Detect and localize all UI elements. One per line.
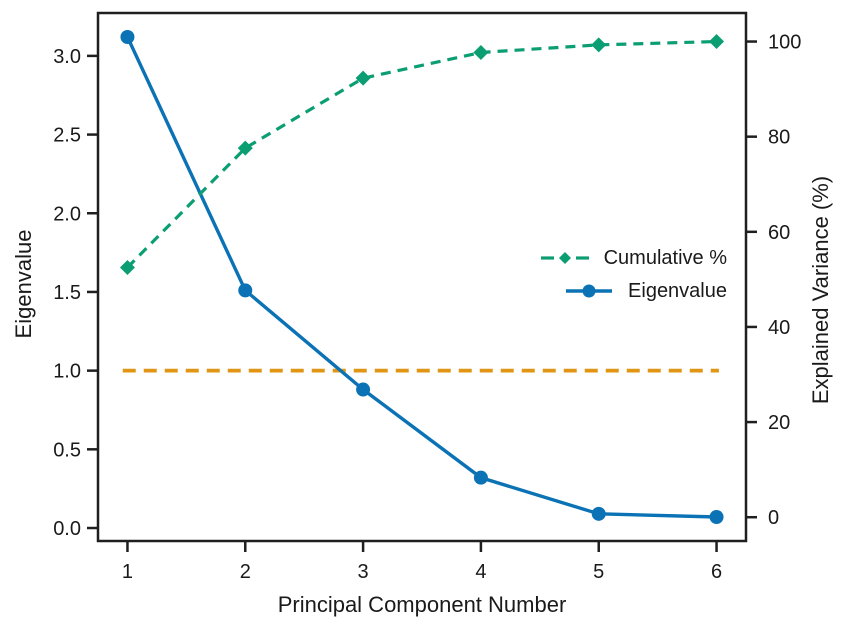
y-right-ticks: 0 20 40 60 80 100 (746, 32, 801, 529)
cumulative-line-sample-icon (540, 252, 589, 264)
x-axis-label: Principal Component Number (277, 592, 567, 617)
legend-label-cumulative: Cumulative % (603, 247, 727, 269)
svg-text:0: 0 (768, 507, 779, 529)
svg-text:6: 6 (711, 561, 722, 583)
cumulative--series (119, 34, 725, 275)
svg-text:3: 3 (358, 561, 369, 583)
svg-text:1.5: 1.5 (53, 282, 81, 304)
svg-text:100: 100 (768, 32, 801, 54)
svg-text:40: 40 (768, 317, 790, 339)
svg-text:2.0: 2.0 (53, 203, 81, 225)
svg-text:60: 60 (768, 222, 790, 244)
svg-text:0.5: 0.5 (53, 439, 81, 461)
svg-text:2: 2 (240, 561, 251, 583)
svg-text:5: 5 (593, 561, 604, 583)
legend-item-cumulative: Cumulative % (540, 246, 727, 270)
svg-text:0.0: 0.0 (53, 518, 81, 540)
axes-spines (96, 11, 748, 543)
svg-text:80: 80 (768, 127, 790, 149)
legend-label-eigenvalue: Eigenvalue (628, 280, 727, 302)
svg-text:2.5: 2.5 (53, 125, 81, 147)
x-axis-ticks: 1 2 3 4 5 6 (122, 541, 722, 583)
eigenvalue-series (120, 30, 724, 524)
y-left-ticks: 0.0 0.5 1.0 1.5 2.0 2.5 3.0 (53, 46, 98, 540)
legend-item-eigenvalue: Eigenvalue (565, 279, 727, 303)
svg-text:1.0: 1.0 (53, 361, 81, 383)
svg-text:3.0: 3.0 (53, 46, 81, 68)
y-axis-label-left: Eigenvalue (11, 229, 36, 339)
svg-text:1: 1 (122, 561, 133, 583)
svg-text:20: 20 (768, 412, 790, 434)
eigenvalue-line-sample-icon (566, 284, 613, 298)
legend: Cumulative % Eigenvalue (540, 246, 727, 303)
svg-text:4: 4 (475, 561, 486, 583)
y-axis-label-right: Explained Variance (%) (808, 175, 833, 405)
